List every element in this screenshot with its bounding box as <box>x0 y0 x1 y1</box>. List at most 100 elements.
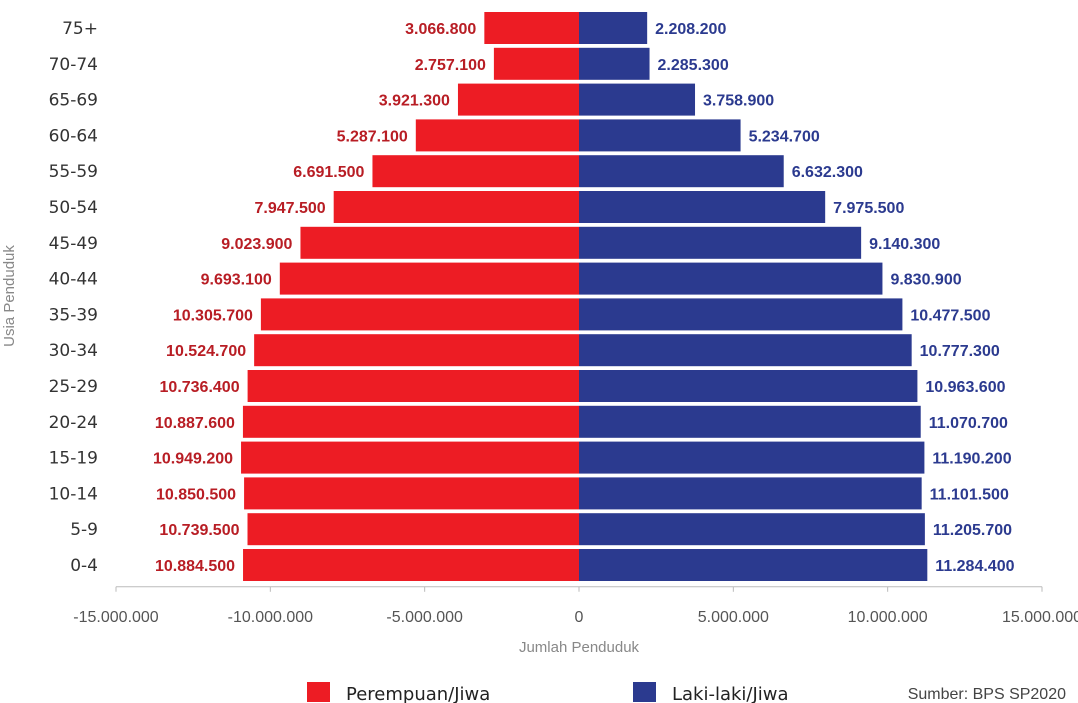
value-label-laki-laki-20-24: 11.070.700 <box>929 415 1008 432</box>
x-axis-ticks: -15.000.000 -10.000.000 -5.000.000 0 5.000.0… <box>73 586 1078 626</box>
legend-label-laki-laki: Laki-laki/Jiwa <box>672 684 789 703</box>
source-note: Sumber: BPS SP2020 <box>908 686 1066 703</box>
bar-laki-laki-15-19 <box>579 441 925 474</box>
value-label-laki-laki-15-19: 11.190.200 <box>932 451 1011 468</box>
value-label-laki-laki-5-9: 11.205.700 <box>933 522 1012 539</box>
bar-perempuan-55-59 <box>372 155 579 188</box>
age-label-65-69: 65-69 <box>49 91 98 111</box>
value-label-laki-laki-60-64: 5.234.700 <box>749 128 820 145</box>
age-label-25-29: 25-29 <box>49 377 98 397</box>
value-label-laki-laki-25-29: 10.963.600 <box>925 379 1005 396</box>
value-label-perempuan-45-49: 9.023.900 <box>221 236 292 253</box>
age-label-0-4: 0-4 <box>70 556 98 576</box>
age-label-20-24: 20-24 <box>49 413 98 433</box>
age-group-labels: 75+ 70-74 65-69 60-64 55-59 50-54 45-49 40-44 35… <box>49 19 98 576</box>
value-label-perempuan-25-29: 10.736.400 <box>160 379 240 396</box>
bar-laki-laki-40-44 <box>579 262 883 295</box>
bar-perempuan-45-49 <box>300 226 579 259</box>
bar-perempuan-0-4 <box>243 549 579 581</box>
value-label-perempuan-35-39: 10.305.700 <box>173 307 253 324</box>
value-labels: 3.066.800 2.208.200 2.757.100 2.285.300 3.92… <box>153 21 1015 575</box>
bar-laki-laki-35-39 <box>579 298 903 331</box>
bar-laki-laki-75+ <box>579 12 648 44</box>
bar-laki-laki-60-64 <box>579 119 741 152</box>
x-tick-label: 5.000.000 <box>698 609 769 626</box>
value-label-perempuan-15-19: 10.949.200 <box>153 451 233 468</box>
bar-perempuan-65-69 <box>457 83 579 116</box>
value-label-perempuan-60-64: 5.287.100 <box>337 128 408 145</box>
bar-perempuan-50-54 <box>333 191 579 223</box>
value-label-perempuan-20-24: 10.887.600 <box>155 415 235 432</box>
age-label-45-49: 45-49 <box>49 234 98 254</box>
value-label-perempuan-5-9: 10.739.500 <box>159 522 239 539</box>
x-tick-label: 15.000.000 <box>1002 609 1078 626</box>
bar-perempuan-25-29 <box>247 370 579 402</box>
age-label-50-54: 50-54 <box>49 198 98 218</box>
bar-perempuan-10-14 <box>244 477 579 510</box>
age-label-70-74: 70-74 <box>49 55 98 75</box>
legend-swatch-perempuan <box>307 682 330 702</box>
value-label-laki-laki-75+: 2.208.200 <box>655 21 726 38</box>
age-label-55-59: 55-59 <box>49 162 98 182</box>
bar-perempuan-60-64 <box>415 119 579 152</box>
value-label-laki-laki-55-59: 6.632.300 <box>792 164 863 181</box>
x-tick-label: -5.000.000 <box>386 609 463 626</box>
bar-laki-laki-70-74 <box>579 47 650 80</box>
value-label-perempuan-65-69: 3.921.300 <box>379 93 450 110</box>
bar-perempuan-15-19 <box>241 441 579 474</box>
x-axis-title: Jumlah Penduduk <box>519 639 640 656</box>
value-label-perempuan-0-4: 10.884.500 <box>155 558 235 575</box>
value-label-laki-laki-45-49: 9.140.300 <box>869 236 940 253</box>
value-label-laki-laki-50-54: 7.975.500 <box>833 200 904 217</box>
legend-label-perempuan: Perempuan/Jiwa <box>346 684 490 703</box>
x-tick-label: 0 <box>575 609 584 626</box>
value-label-laki-laki-70-74: 2.285.300 <box>658 57 729 74</box>
value-label-perempuan-10-14: 10.850.500 <box>156 486 236 503</box>
bar-laki-laki-50-54 <box>579 191 826 223</box>
male-bars <box>579 12 928 581</box>
x-tick-label: -15.000.000 <box>73 609 159 626</box>
age-label-60-64: 60-64 <box>49 126 98 146</box>
age-label-75+: 75+ <box>62 19 98 39</box>
bar-perempuan-5-9 <box>247 513 579 546</box>
female-bars <box>241 12 580 581</box>
bar-perempuan-35-39 <box>260 298 579 331</box>
bar-perempuan-40-44 <box>279 262 579 295</box>
bar-perempuan-30-34 <box>254 334 580 367</box>
y-axis-title: Usia Penduduk <box>1 245 18 347</box>
value-label-laki-laki-35-39: 10.477.500 <box>910 307 990 324</box>
value-label-perempuan-30-34: 10.524.700 <box>166 343 246 360</box>
legend: Perempuan/Jiwa Laki-laki/Jiwa <box>307 682 789 703</box>
bar-laki-laki-45-49 <box>579 226 862 259</box>
x-tick-label: -10.000.000 <box>228 609 314 626</box>
age-label-30-34: 30-34 <box>49 341 98 361</box>
value-label-laki-laki-40-44: 9.830.900 <box>890 272 961 289</box>
value-label-laki-laki-65-69: 3.758.900 <box>703 93 774 110</box>
age-label-10-14: 10-14 <box>49 484 98 504</box>
value-label-laki-laki-10-14: 11.101.500 <box>930 486 1009 503</box>
bar-laki-laki-5-9 <box>579 513 925 546</box>
value-label-perempuan-75+: 3.066.800 <box>405 21 476 38</box>
value-label-laki-laki-30-34: 10.777.300 <box>920 343 1000 360</box>
age-label-35-39: 35-39 <box>49 305 98 325</box>
age-label-5-9: 5-9 <box>70 520 98 540</box>
value-label-perempuan-50-54: 7.947.500 <box>254 200 325 217</box>
age-label-40-44: 40-44 <box>49 270 98 290</box>
bar-perempuan-20-24 <box>242 405 579 438</box>
value-label-perempuan-70-74: 2.757.100 <box>415 57 486 74</box>
value-label-laki-laki-0-4: 11.284.400 <box>935 558 1014 575</box>
bar-laki-laki-30-34 <box>579 334 912 367</box>
x-tick-label: 10.000.000 <box>848 609 928 626</box>
bar-perempuan-75+ <box>484 12 579 44</box>
bar-laki-laki-0-4 <box>579 549 928 581</box>
age-label-15-19: 15-19 <box>49 449 98 469</box>
bar-laki-laki-55-59 <box>579 155 784 188</box>
legend-swatch-laki-laki <box>633 682 656 702</box>
bar-laki-laki-65-69 <box>579 83 696 116</box>
bar-laki-laki-20-24 <box>579 405 921 438</box>
value-label-perempuan-40-44: 9.693.100 <box>201 272 272 289</box>
bar-perempuan-70-74 <box>493 47 579 80</box>
bar-laki-laki-25-29 <box>579 370 918 402</box>
bar-laki-laki-10-14 <box>579 477 922 510</box>
